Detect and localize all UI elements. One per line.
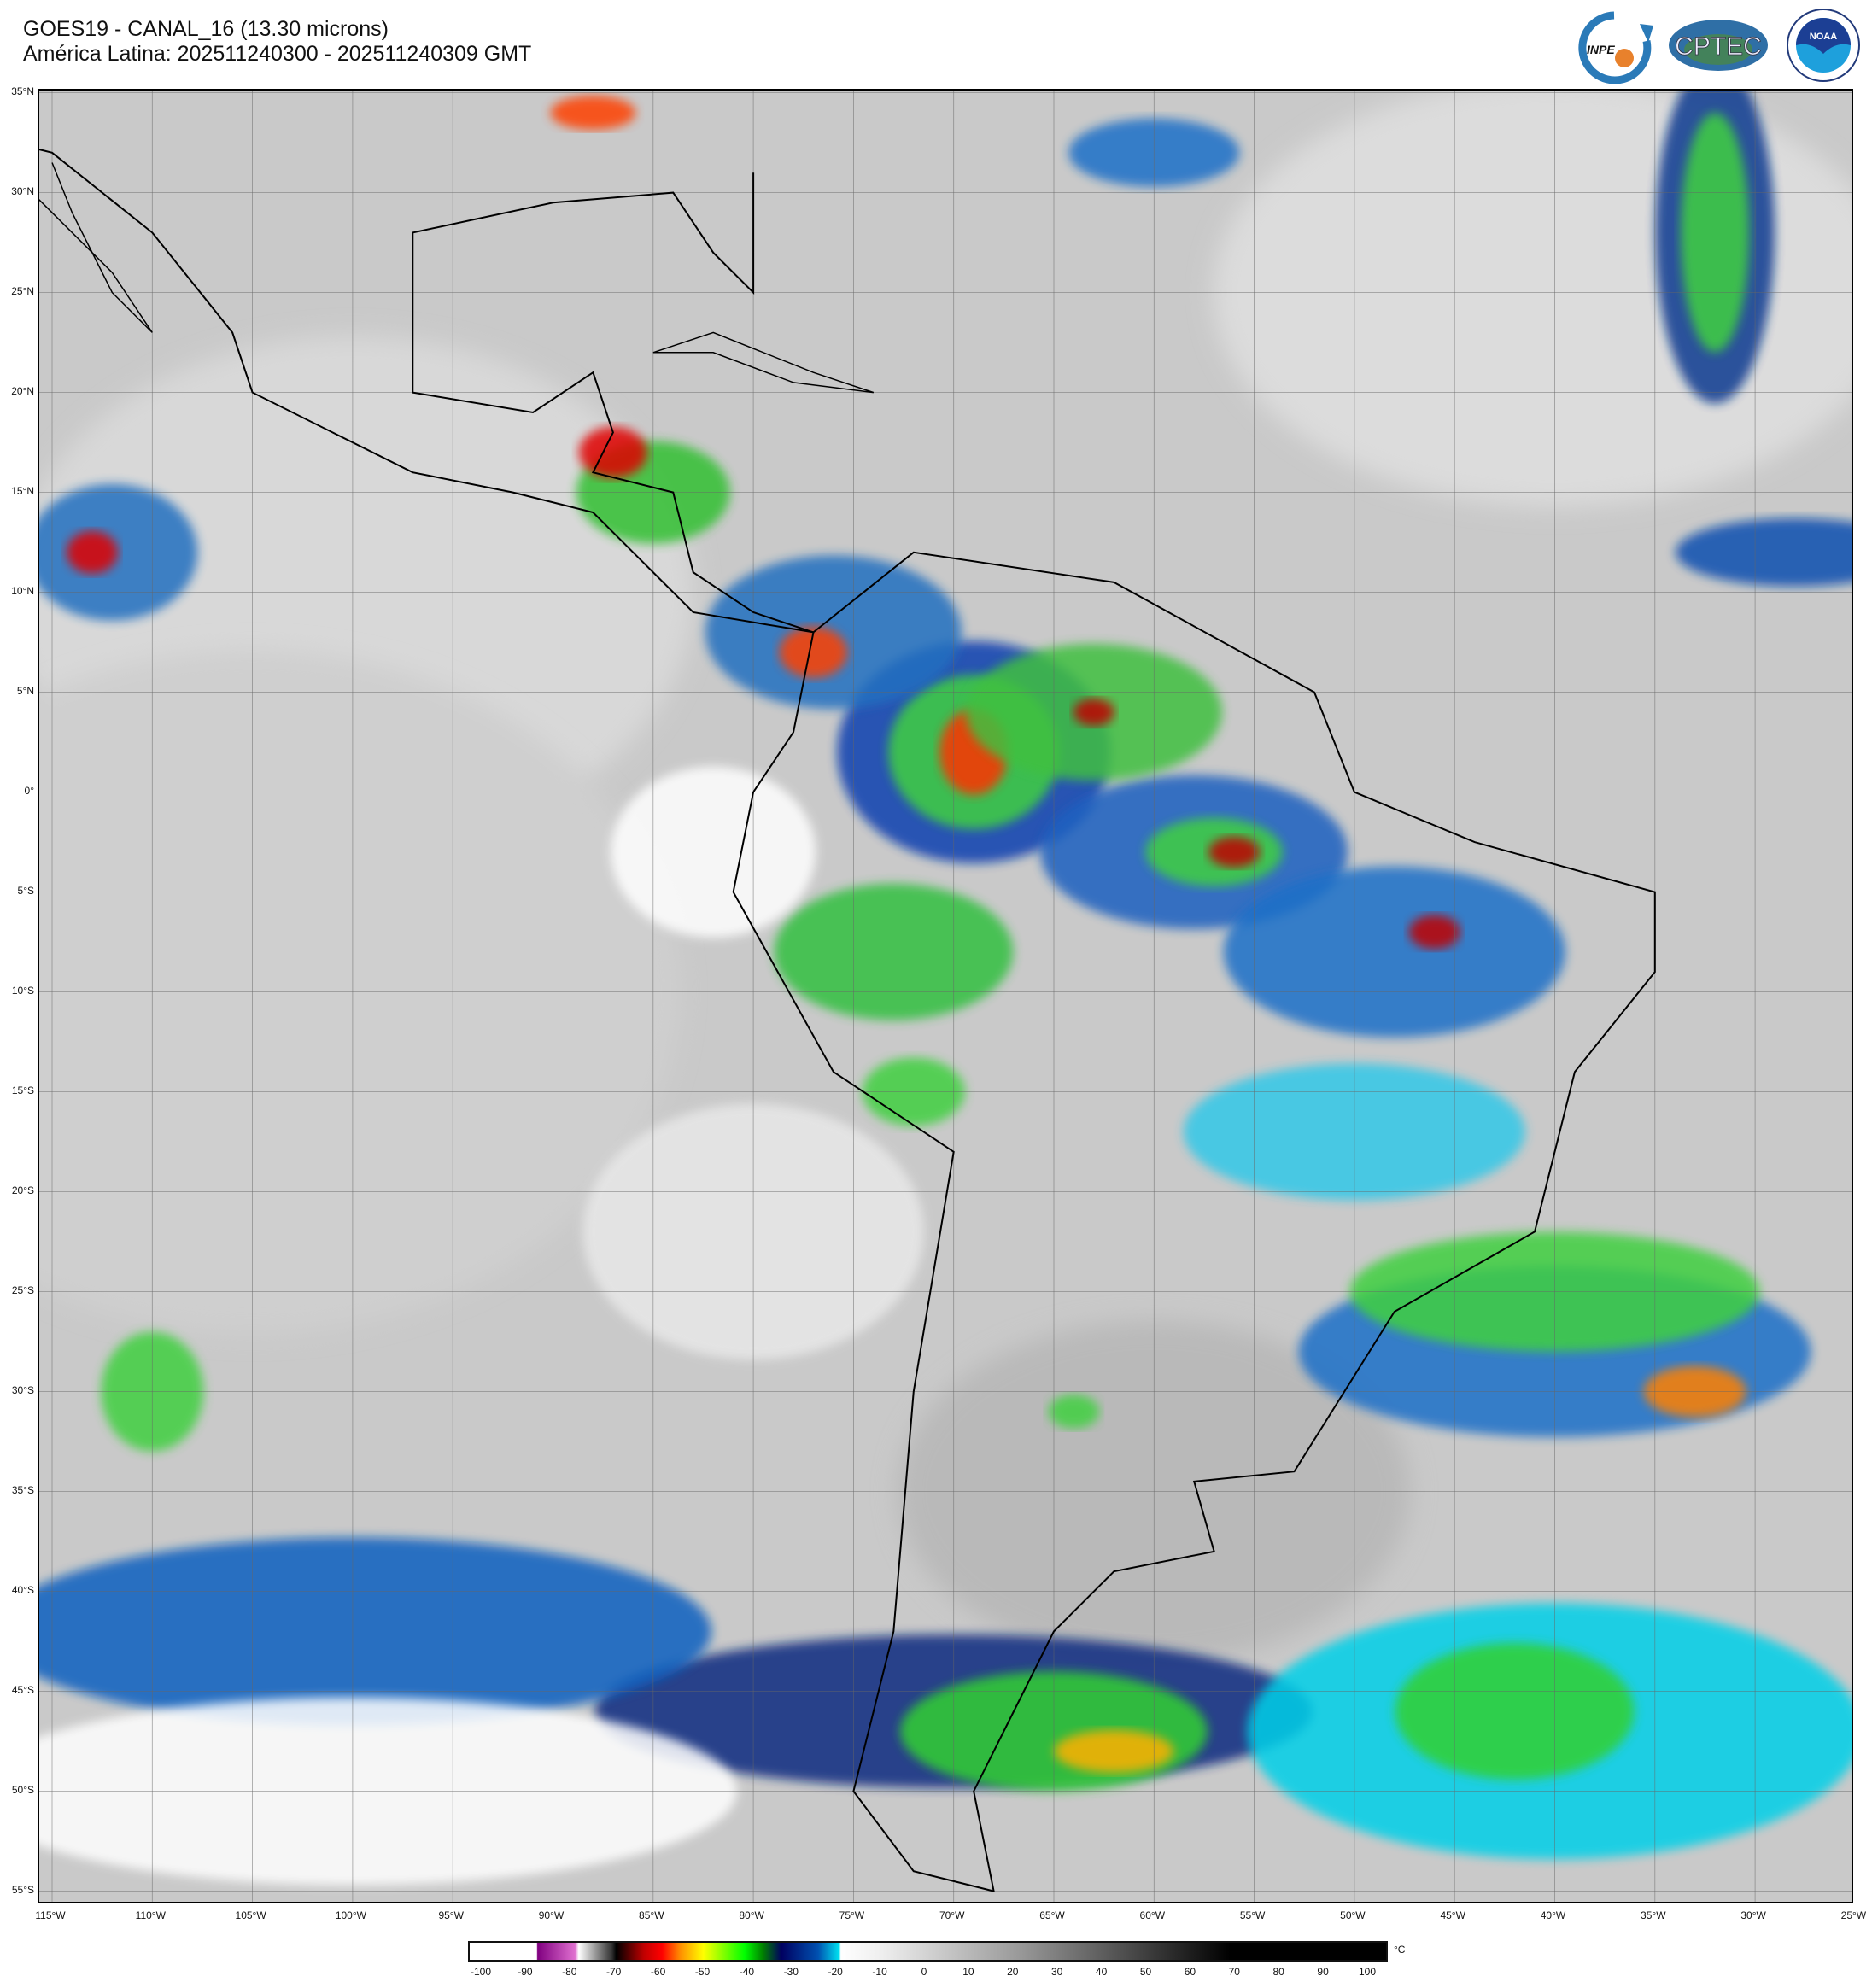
longitude-label: 115°W	[35, 1909, 66, 1921]
latitude-label: 15°N	[11, 484, 34, 497]
colorbar-tick-label: -40	[739, 1966, 755, 1978]
longitude-label: 70°W	[939, 1909, 965, 1921]
inpe-logo: INPE	[1578, 11, 1653, 84]
latitude-label: 15°S	[11, 1084, 34, 1096]
colorbar-unit: °C	[1394, 1944, 1406, 1956]
longitude-label: 60°W	[1139, 1909, 1166, 1921]
longitude-label: 95°W	[438, 1909, 464, 1921]
colorbar-tick-label: 70	[1228, 1966, 1240, 1978]
colorbar-tick-label: 0	[921, 1966, 927, 1978]
latitude-label: 55°S	[11, 1883, 34, 1896]
longitude-label: 65°W	[1039, 1909, 1065, 1921]
cloud-region	[1054, 1729, 1174, 1773]
colorbar-tick-label: -30	[783, 1966, 799, 1978]
satellite-map[interactable]	[38, 89, 1853, 1903]
longitude-label: 30°W	[1740, 1909, 1766, 1921]
colorbar-tick-label: -50	[694, 1966, 711, 1978]
latitude-label: 30°N	[11, 184, 34, 197]
cloud-region	[578, 426, 647, 478]
longitude-label: 75°W	[839, 1909, 865, 1921]
latitude-label: 5°S	[17, 884, 34, 897]
logos: INPE CPTEC NOAA	[1571, 7, 1862, 84]
longitude-label: 50°W	[1340, 1909, 1366, 1921]
colorbar-tick-label: 10	[962, 1966, 974, 1978]
subtitle-line: América Latina: 202511240300 - 202511240…	[23, 42, 532, 66]
latitude-label: 10°S	[11, 984, 34, 997]
cloud-region	[774, 883, 1014, 1020]
latitude-label: 20°S	[11, 1184, 34, 1196]
cloud-region	[39, 1537, 711, 1726]
product-title: GOES19 - CANAL_16 (13.30 microns) Améric…	[23, 17, 531, 67]
colorbar-tick-label: 50	[1139, 1966, 1152, 1978]
noaa-logo: NOAA	[1787, 9, 1860, 82]
colorbar-tick-label: 30	[1051, 1966, 1063, 1978]
cloud-region	[1208, 836, 1261, 868]
longitude-label: 90°W	[538, 1909, 565, 1921]
longitude-label: 100°W	[335, 1909, 366, 1921]
latitude-label: 25°N	[11, 284, 34, 297]
colorbar-tick-label: -80	[562, 1966, 577, 1978]
title-line: GOES19 - CANAL_16 (13.30 microns)	[23, 17, 389, 41]
colorbar-tick-label: 20	[1007, 1966, 1019, 1978]
latitude-label: 25°S	[11, 1283, 34, 1296]
cloud-region	[611, 766, 816, 938]
latitude-label: 50°S	[11, 1783, 34, 1796]
south-america-coastline	[732, 551, 1656, 1892]
colorbar-tick-label: -60	[650, 1966, 666, 1978]
baja-coastline	[39, 162, 153, 333]
latitude-label: 35°N	[11, 85, 34, 97]
svg-text:INPE: INPE	[1587, 43, 1615, 56]
colorbar-tick-label: 90	[1317, 1966, 1329, 1978]
cloud-region	[39, 483, 198, 621]
cloud-region	[1048, 1395, 1100, 1429]
cptec-logo: CPTEC	[1669, 20, 1768, 71]
longitude-label: 80°W	[739, 1909, 764, 1921]
latitude-label: 45°S	[11, 1683, 34, 1696]
temperature-colorbar	[468, 1941, 1388, 1962]
latitude-label: 5°N	[16, 684, 34, 697]
cuba-coastline	[652, 331, 875, 394]
svg-text:CPTEC: CPTEC	[1675, 32, 1762, 61]
colorbar-tick-label: -10	[872, 1966, 887, 1978]
map-canvas	[39, 91, 1852, 1902]
cloud-region	[1681, 113, 1750, 353]
cloud-region	[66, 530, 118, 574]
pacific-coastline	[39, 149, 814, 634]
longitude-label: 40°W	[1540, 1909, 1566, 1921]
colorbar-tick-label: 40	[1095, 1966, 1108, 1978]
colorbar-tick-label: 100	[1358, 1966, 1377, 1978]
colorbar-tick-label: -100	[470, 1966, 492, 1978]
caribbean-coastline	[412, 172, 814, 634]
colorbar-tick-label: -20	[828, 1966, 843, 1978]
latitude-label: 35°S	[11, 1483, 34, 1496]
latitude-label: 40°S	[11, 1583, 34, 1596]
longitude-label: 25°W	[1840, 1909, 1867, 1921]
cloud-region	[1223, 866, 1565, 1038]
cloud-region	[779, 626, 848, 678]
colorbar-tick-label: 80	[1272, 1966, 1284, 1978]
longitude-label: 45°W	[1440, 1909, 1465, 1921]
latitude-label: 20°N	[11, 384, 34, 397]
longitude-label: 85°W	[639, 1909, 664, 1921]
longitude-label: 35°W	[1641, 1909, 1666, 1921]
latitude-label: 10°N	[11, 584, 34, 597]
cloud-region	[550, 96, 636, 130]
longitude-label: 110°W	[135, 1909, 166, 1921]
colorbar-tick-label: -70	[606, 1966, 622, 1978]
longitude-label: 105°W	[235, 1909, 266, 1921]
cloud-region	[1676, 517, 1852, 587]
cloud-region	[1395, 1643, 1635, 1780]
latitude-label: 0°	[24, 784, 34, 797]
latitude-label: 30°S	[11, 1383, 34, 1396]
colorbar-tick-label: 60	[1184, 1966, 1196, 1978]
cloud-region	[1408, 915, 1460, 950]
longitude-label: 55°W	[1239, 1909, 1266, 1921]
cloud-region	[1073, 699, 1114, 726]
svg-text:NOAA: NOAA	[1810, 32, 1837, 42]
colorbar-tick-label: -90	[518, 1966, 533, 1978]
